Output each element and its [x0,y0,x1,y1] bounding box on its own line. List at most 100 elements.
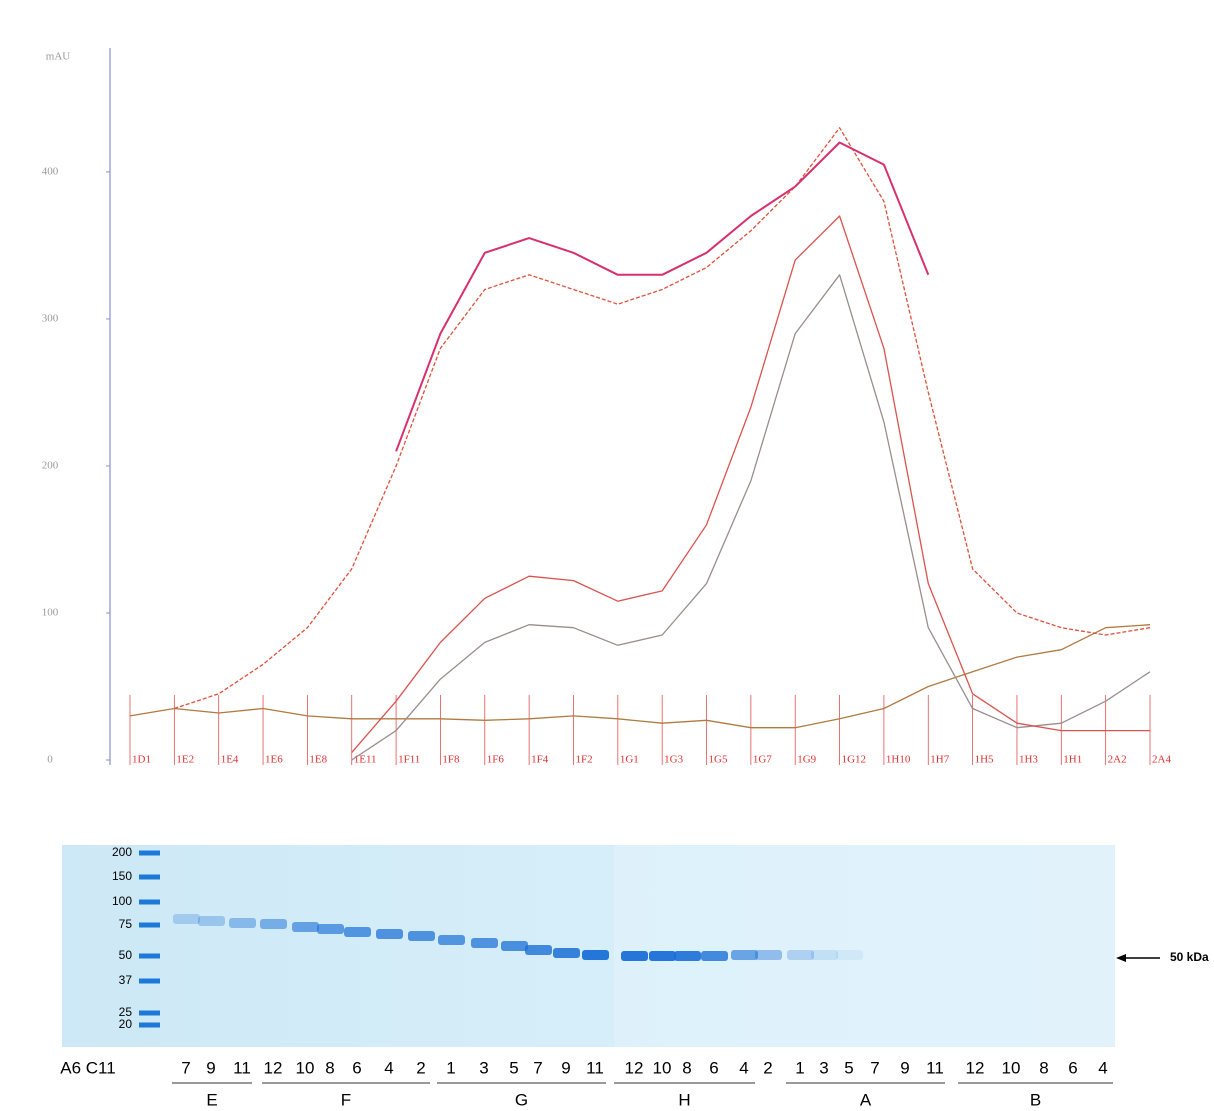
marker-band [139,978,160,984]
x-tick-label: 1F11 [398,754,420,766]
lane-label: 6 [1068,1058,1077,1077]
protein-band [674,951,701,961]
x-tick-label: 1E6 [265,754,283,766]
protein-band [731,950,758,960]
protein-band [408,931,435,941]
lane-label: 5 [844,1058,853,1077]
series-line [351,274,1151,761]
protein-band [344,927,371,937]
lane-label: 4 [1098,1058,1107,1077]
x-tick-label: 1G5 [709,754,728,766]
protein-band [525,945,552,955]
lane-label: 12 [966,1058,985,1077]
protein-band [438,935,465,945]
x-tick-label: 1H7 [930,754,949,766]
group-label: G [515,1090,528,1109]
marker-band [139,922,160,928]
lane-label: 6 [709,1058,718,1077]
protein-band [317,924,344,934]
lane-label: 7 [533,1058,542,1077]
x-tick-label: 1H1 [1063,754,1082,766]
lane-label: 11 [926,1058,944,1077]
protein-band [787,950,814,960]
marker-label: 100 [112,894,132,908]
marker-band [139,874,160,880]
x-tick-label: 1H10 [886,754,911,766]
marker-label: 50 [119,948,133,962]
protein-band [755,950,782,960]
lane-label: 8 [682,1058,691,1077]
arrow-head [1116,954,1126,962]
protein-band [811,950,838,960]
series-line [174,127,1151,710]
marker-label: 37 [119,973,133,987]
sample-label: A6 C11 [60,1058,115,1077]
x-tick-label: 2A4 [1152,754,1171,766]
lane-label: 9 [561,1058,570,1077]
protein-band [553,948,580,958]
marker-label: 75 [119,917,133,931]
lane-label: 10 [653,1058,672,1077]
lane-label: 6 [352,1058,361,1077]
marker-band [139,1010,160,1016]
lane-label: 10 [1002,1058,1021,1077]
lane-label: 8 [1039,1058,1048,1077]
lane-label: 11 [233,1058,251,1077]
y-axis-label: mAU [46,51,71,63]
protein-band [701,951,728,961]
x-tick-label: 1F8 [442,754,460,766]
protein-band [198,916,225,926]
marker-label: 200 [112,845,132,859]
x-tick-label: 2A2 [1108,754,1127,766]
y-tick-label: 400 [42,165,59,177]
marker-label: 150 [112,869,132,883]
y-tick-label: 100 [42,607,59,619]
lane-label: 11 [586,1058,604,1077]
x-tick-label: 1D1 [132,754,151,766]
protein-band [229,918,256,928]
protein-band [173,914,200,924]
marker-band [139,850,160,856]
protein-band [471,938,498,948]
lane-label: 7 [870,1058,879,1077]
lane-label: 4 [384,1058,393,1077]
lane-label: 5 [509,1058,518,1077]
chromatogram: mAU 0 100 200 300 400 1D1 1E2 1E4 1E6 1E8 1E11 1F11… [42,48,1171,766]
marker-label: 20 [119,1017,133,1031]
y-tick-label: 300 [42,312,59,324]
x-tick-label: 1G3 [664,754,683,766]
marker-band [139,1022,160,1028]
x-tick-label: 1H3 [1019,754,1038,766]
marker-band [139,899,160,905]
lane-label: 4 [739,1058,748,1077]
protein-band [376,929,403,939]
series-line [395,141,930,452]
x-tick-label: 1F6 [487,754,505,766]
x-tick-label: 1E4 [221,754,239,766]
lane-label: 2 [763,1058,772,1077]
gel-right-panel [614,845,1115,1047]
x-tick-label: 1G1 [620,754,639,766]
arrow-label: 50 kDa [1170,950,1209,964]
protein-band [292,922,319,932]
lane-label: 2 [416,1058,425,1077]
lane-label: 12 [264,1058,283,1077]
x-tick-label: 1H5 [975,754,994,766]
protein-band [621,951,648,961]
series-line [129,624,1151,729]
lane-label: 12 [625,1058,644,1077]
series-line [351,215,1150,754]
y-tick-label: 0 [47,754,53,766]
group-label: F [341,1090,351,1109]
group-label: E [206,1090,217,1109]
protein-band [260,919,287,929]
x-tick-label: 1F4 [531,754,549,766]
x-tick-label: 1E11 [354,754,377,766]
lane-label: 9 [206,1058,215,1077]
group-label: H [678,1090,690,1109]
lane-label: 8 [325,1058,334,1077]
lane-label: 9 [900,1058,909,1077]
marker-band [139,953,160,959]
